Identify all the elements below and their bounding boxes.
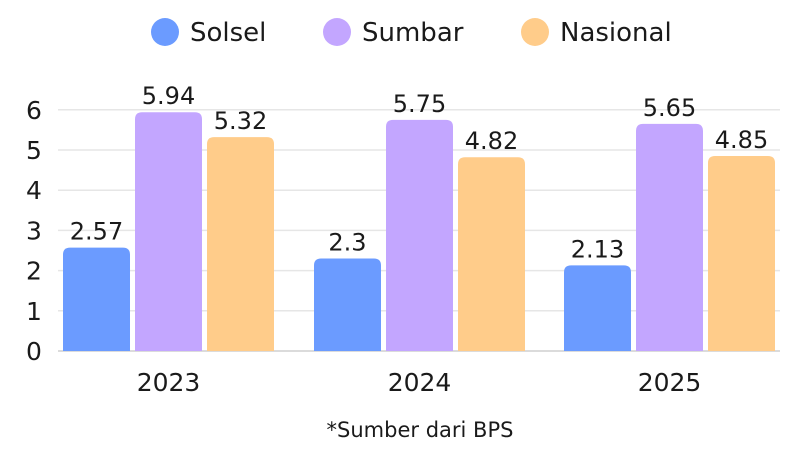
data-label: 5.32 [214,107,267,135]
y-tick-label: 2 [26,257,42,286]
y-tick-label: 6 [26,96,42,125]
legend: Solsel Sumbar Nasional [151,18,672,48]
bar-sumbar-2025 [636,123,703,352]
x-tick-label: 2025 [638,368,702,397]
bar-solsel-2023 [63,247,130,351]
data-label: 2.57 [70,218,123,246]
y-axis-ticks: 0 1 2 3 4 5 6 [26,96,42,366]
bar-sumbar-2023 [135,112,202,351]
y-tick-label: 3 [26,216,42,245]
data-label: 2.13 [571,235,624,263]
x-tick-label: 2023 [137,368,201,397]
data-label: 2.3 [328,229,366,257]
data-label: 5.65 [643,94,696,122]
x-axis-ticks: 2023 2024 2025 [137,368,702,397]
source-note: *Sumber dari BPS [327,418,514,442]
legend-swatch [151,18,179,46]
data-label: 4.85 [715,126,768,154]
data-labels: 2.57 5.94 5.32 2.3 5.75 4.82 2.13 5.65 4.85 [70,82,768,263]
bar-nasional-2025 [708,156,775,351]
legend-label: Solsel [190,18,266,48]
legend-label: Nasional [560,18,672,48]
data-label: 4.82 [465,127,518,155]
data-label: 5.94 [142,82,195,110]
legend-label: Sumbar [362,18,464,48]
y-tick-label: 0 [26,337,42,366]
bars [63,112,775,352]
y-tick-label: 4 [26,176,42,205]
y-tick-label: 1 [26,297,42,326]
bar-solsel-2025 [564,265,631,351]
data-label: 5.75 [393,90,446,118]
legend-swatch [323,18,351,46]
bar-nasional-2023 [207,137,274,351]
bar-solsel-2024 [314,258,381,351]
y-tick-label: 5 [26,136,42,165]
bar-nasional-2024 [458,157,525,351]
x-tick-label: 2024 [388,368,452,397]
bar-sumbar-2024 [386,119,453,351]
legend-swatch [521,18,549,46]
